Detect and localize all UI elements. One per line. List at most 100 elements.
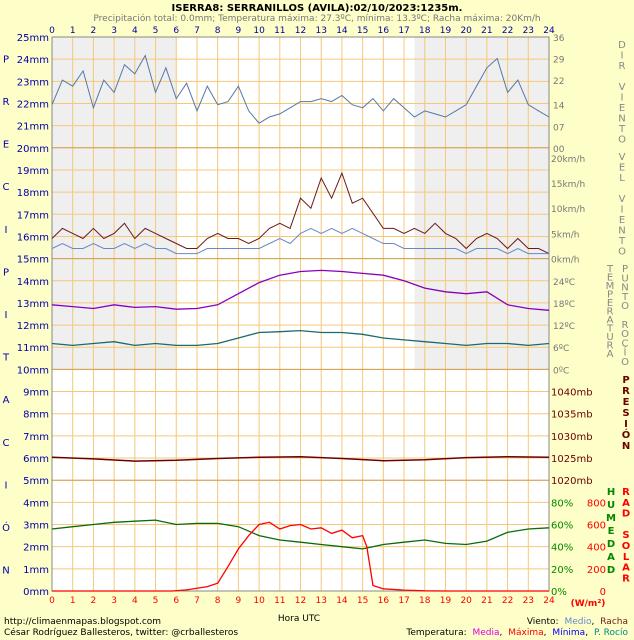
blog-url[interactable]: http://climaenmapas.blogspot.com [4,617,161,627]
hour-tick-label: 14 [336,26,348,36]
hour-tick-label: 18 [419,596,431,606]
hour-tick-label: 4 [132,596,138,606]
vertical-letter: D [622,509,630,520]
hour-tick-label: 23 [523,26,534,36]
vertical-letter: R [607,341,614,352]
wind-legend-label: Viento: [527,617,559,627]
wind-legend-sep: , [592,617,595,627]
hour-tick-label: 11 [274,596,285,606]
vertical-letter: A [622,563,630,574]
vertical-letter: N [618,226,625,237]
wind-dir-tick: 29 [553,56,565,66]
plot-area [51,36,550,592]
vertical-letter: R [622,573,630,584]
hour-tick-label: 19 [440,26,452,36]
hour-tick-label: 13 [315,596,326,606]
humidity-tick: 80% [551,498,573,509]
precip-tick-label: 14mm [17,277,49,288]
radiation-tick: 400 [587,543,606,554]
vertical-letter: R [622,320,629,331]
vertical-letter: N [622,441,630,452]
wind-mean-line [51,227,549,255]
hour-tick-label: 21 [481,26,492,36]
vertical-letter: M [606,513,616,524]
hour-tick-label: 10 [253,26,265,36]
hour-tick-label: 13 [315,26,326,36]
wind-dir-tick: 14 [553,102,565,112]
vertical-letter: R [619,61,626,72]
vertical-letter: A [607,349,614,360]
vertical-letter: L [619,173,625,184]
hour-tick-label: 6 [173,26,179,36]
vertical-letter: Ó [622,428,631,441]
vertical-letter: O [622,541,631,552]
vertical-letter: E [607,298,613,309]
vertical-letter: I [621,51,624,62]
precip-letter: C [3,438,10,449]
precip-letter: C [3,182,10,193]
precip-tick-label: 16mm [17,232,49,243]
temp-legend-sep1: , [500,628,503,638]
vertical-letter: T [606,324,614,335]
precip-letter: I [5,480,8,491]
precip-letter: T [2,353,10,364]
temp-legend-max: Máxima [508,628,543,638]
vertical-letter: I [624,419,628,430]
pressure-tick: 1030mb [551,432,593,443]
vertical-letter: Í [624,346,627,359]
vertical-letter: V [619,152,626,163]
precip-letter: N [2,566,9,577]
wind-vel-tick: 0km/h [551,256,579,266]
humidity-tick: 20% [551,565,573,576]
precip-letter: A [3,395,10,406]
hour-tick-label: 15 [357,26,368,36]
vertical-letter: V [619,194,626,205]
precip-letter: Ó [2,521,10,534]
vertical-letter: O [618,247,626,258]
vertical-letter: N [618,114,625,125]
vertical-letter: A [622,498,630,509]
vertical-letter: E [619,103,625,114]
hour-tick-label: 3 [111,596,117,606]
wind-vel-tick: 5km/h [551,230,579,240]
vertical-letter: E [619,215,625,226]
precip-tick-label: 20mm [17,144,49,155]
precipitation-axis: 25mm 24mm 23mm 22mm 21mm 20mm 19mm 18mm 17mm 16mm… [17,33,49,598]
hour-tick-label: 1 [70,26,76,36]
hour-tick-label: 15 [357,596,368,606]
plot-frame [51,36,550,592]
vertical-letter: I [621,205,624,216]
temp-legend-rocio: P. Rocío [594,628,629,638]
precip-tick-label: 10mm [17,365,49,376]
vertical-letter: P [607,290,613,301]
precipitacion-vertical-label: P R E C I P I T A C I Ó N [2,54,10,576]
temp-legend-sep3: , [585,628,588,638]
wind-vel-tick: 15km/h [551,180,585,190]
vertical-letter: D [607,539,615,550]
radiation-tick: 600 [587,521,606,532]
precip-tick-label: 0mm [23,587,49,598]
hour-tick-label: 0 [49,596,55,606]
hour-tick-label: 5 [153,26,159,36]
rad-unit-label: (W/m²) [571,599,606,609]
hour-tick-label: 4 [132,26,138,36]
temp-tick: 0ºC [553,366,569,376]
right-vertical-titles: DIRVIENTOVELVIENTOTEMPERATURAPUNTOROCÍOP… [606,40,631,584]
vertical-letter: E [619,163,625,174]
wind-dir-tick: 36 [553,34,565,44]
vertical-letter: O [618,135,626,146]
precip-letter: E [3,140,9,151]
temp-legend-min: Mínima [552,628,585,638]
temp-tick: 12ºC [553,322,575,332]
vertical-letter: T [621,292,629,303]
vertical-letter: M [606,281,615,292]
pressure-tick: 1020mb [551,476,593,487]
vertical-letter: E [608,526,615,537]
hour-tick-label: 20 [460,26,472,36]
hour-tick-label: 3 [111,26,117,36]
